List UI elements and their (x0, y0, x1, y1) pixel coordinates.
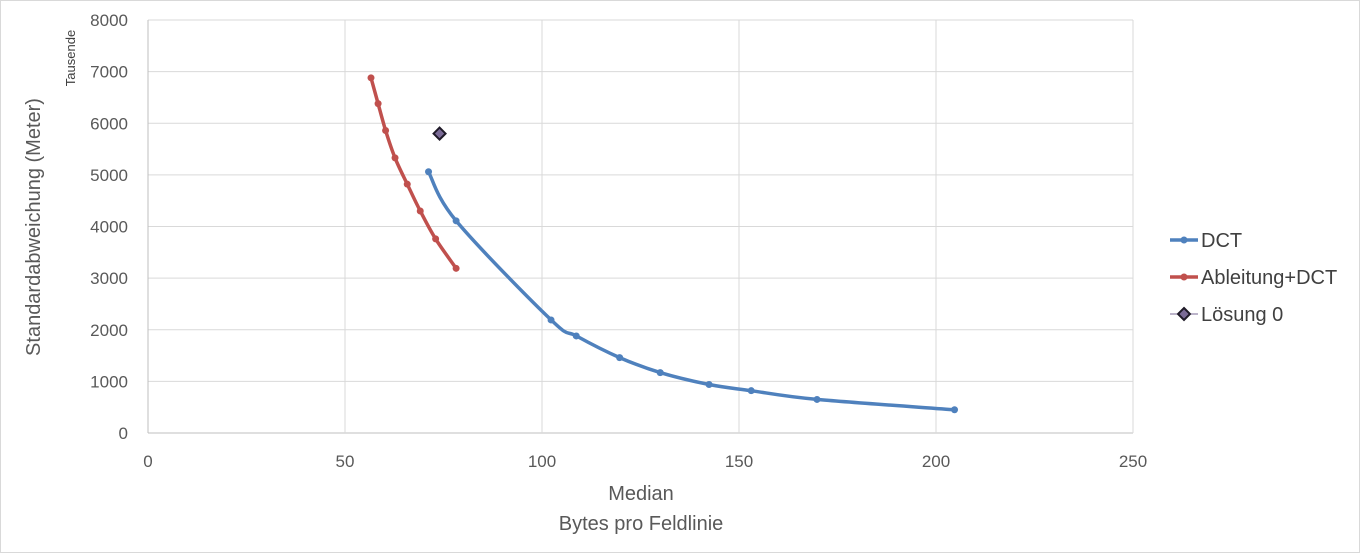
plot-area (367, 74, 959, 414)
x-tick-label: 200 (922, 452, 950, 471)
x-tick-label: 100 (528, 452, 556, 471)
data-point-ableitung-dct (391, 154, 399, 162)
y-tick-label: 6000 (90, 114, 128, 133)
y-tick-label: 4000 (90, 218, 128, 237)
y-axis-display-unit: Tausende (63, 30, 78, 86)
x-axis-title-line-1: Median (608, 483, 674, 505)
data-point-ableitung-dct (432, 235, 440, 243)
y-axis-title: Standardabweichung (Meter) (23, 98, 45, 356)
data-point-ableitung-dct (367, 74, 375, 82)
data-point-dct (616, 354, 624, 362)
y-tick-label: 8000 (90, 11, 128, 30)
data-point-ableitung-dct (382, 126, 390, 134)
data-point-ableitung-dct (403, 180, 411, 188)
data-point-dct (813, 395, 821, 403)
y-tick-labels: 0 1000 2000 3000 4000 5000 6000 7000 8000 (90, 11, 128, 443)
data-point-ableitung-dct (416, 207, 424, 215)
data-point-ableitung-dct (374, 100, 382, 108)
gridlines (147, 19, 1134, 434)
data-point-dct (452, 217, 460, 225)
legend-label-ableitung-dct: Ableitung+DCT (1201, 267, 1337, 289)
x-tick-label: 0 (143, 452, 152, 471)
data-point-dct (572, 332, 580, 340)
x-axis-title-line-2: Bytes pro Feldlinie (559, 513, 724, 535)
data-point-ableitung-dct (452, 264, 460, 272)
data-point-dct (656, 369, 664, 377)
y-tick-label: 3000 (90, 269, 128, 288)
legend-marker-l-sung-0 (1176, 306, 1192, 322)
y-tick-label: 0 (119, 424, 128, 443)
x-tick-labels: 0 50 100 150 200 250 (143, 452, 1147, 471)
y-tick-label: 1000 (90, 372, 128, 391)
data-point-dct (705, 380, 713, 388)
data-point-l-sung-0 (432, 126, 447, 141)
x-tick-label: 50 (336, 452, 355, 471)
data-point-dct (951, 406, 959, 414)
y-tick-label: 2000 (90, 321, 128, 340)
x-tick-label: 150 (725, 452, 753, 471)
data-point-dct (747, 387, 755, 395)
series-line-dct (426, 170, 957, 412)
legend: DCT Ableitung+DCT Lösung 0 (1170, 230, 1337, 326)
legend-label-l-sung-0: Lösung 0 (1201, 304, 1283, 326)
legend-label-dct: DCT (1201, 230, 1242, 252)
data-point-dct (547, 316, 555, 324)
y-tick-label: 5000 (90, 166, 128, 185)
series-line-ableitung-dct (369, 76, 458, 271)
legend-marker-ableitung-dct (1180, 273, 1188, 281)
x-tick-label: 250 (1119, 452, 1147, 471)
legend-marker-dct (1180, 236, 1188, 244)
y-tick-label: 7000 (90, 63, 128, 82)
data-point-dct (425, 168, 433, 176)
